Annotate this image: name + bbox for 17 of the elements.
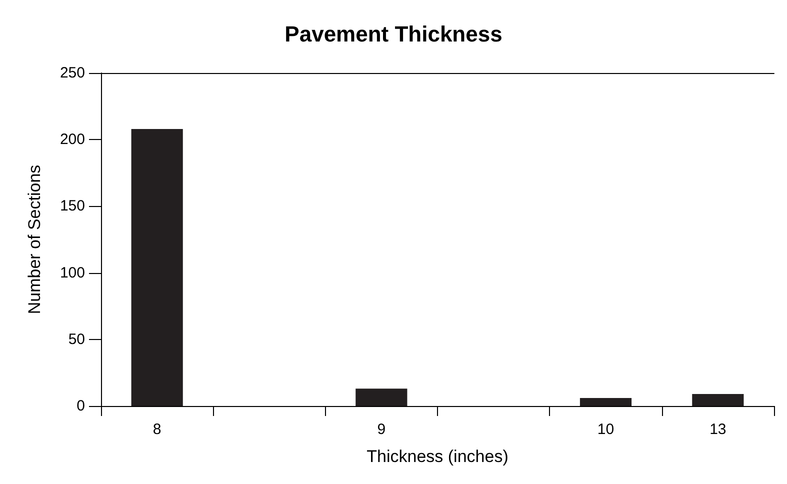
- bar: [692, 394, 744, 406]
- x-axis-title: Thickness (inches): [366, 447, 508, 466]
- bar: [580, 398, 632, 406]
- y-tick-label: 100: [60, 264, 85, 282]
- y-tick-label: 250: [60, 64, 85, 82]
- y-tick-label: 50: [68, 330, 85, 348]
- bar: [356, 388, 408, 406]
- bar: [131, 128, 183, 406]
- x-tick-label: 8: [152, 421, 162, 438]
- y-axis-title: Number of Sections: [25, 164, 44, 314]
- x-tick-label: 10: [597, 421, 614, 438]
- y-tick-label: 150: [60, 198, 85, 215]
- x-tick-label: 13: [710, 421, 726, 438]
- y-tick-label: 0: [76, 398, 85, 414]
- x-tick-label: 9: [377, 421, 386, 438]
- chart-title: Pavement Thickness: [284, 22, 502, 46]
- y-tick-label: 200: [60, 131, 85, 148]
